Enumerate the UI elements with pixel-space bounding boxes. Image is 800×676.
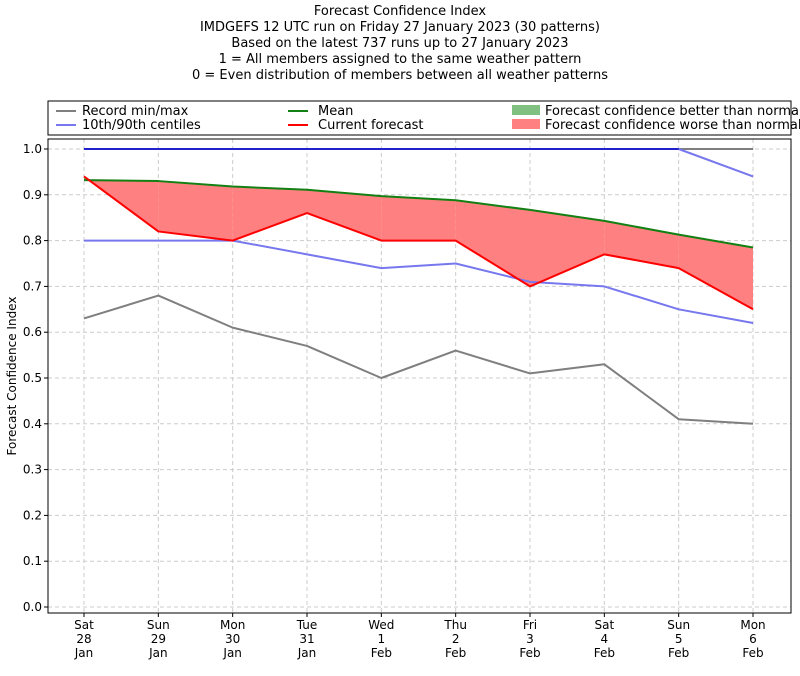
confidence-fill-segment <box>678 234 753 310</box>
record-min-line <box>83 294 754 425</box>
x-tick-label: Thu 2 Feb <box>443 618 467 660</box>
confidence-fill-segment <box>307 189 382 241</box>
y-axis-label: Forecast Confidence Index <box>5 297 19 456</box>
y-tick-label: 0.8 <box>23 234 42 248</box>
legend-frame <box>47 100 792 136</box>
legend-worse-swatch <box>512 119 540 129</box>
y-tick-label: 0.6 <box>23 325 42 339</box>
y-tick-label: 0.7 <box>23 279 42 293</box>
chart-subtitle-scale-min: 0 = Even distribution of members between… <box>191 68 609 83</box>
chart-subtitle-scale-max: 1 = All members assigned to the same wea… <box>218 52 582 67</box>
legend-centiles-label: 10th/90th centiles <box>82 118 201 133</box>
confidence-fill-segment <box>604 220 679 269</box>
x-tick-label: Sat 4 Feb <box>594 618 615 660</box>
x-tick-label-line: Feb <box>519 646 540 660</box>
chart-title-block: Forecast Confidence Index IMDGEFS 12 UTC… <box>0 4 800 84</box>
y-axis-ticks: 0.0 0.1 0.2 0.3 0.4 0.5 0.6 0.7 0.8 0.9 1.0 <box>23 142 48 614</box>
legend-better-label: Forecast confidence better than normal <box>545 104 800 119</box>
x-tick-label: Mon 30 Jan <box>220 618 245 660</box>
y-tick-label: 0.0 <box>23 600 42 614</box>
x-tick-label-line: Feb <box>594 646 615 660</box>
plot-frame <box>47 138 792 614</box>
chart-subtitle-basis: Based on the latest 737 runs up to 27 Ja… <box>231 36 569 51</box>
x-tick-label: Fri 3 Feb <box>519 618 540 660</box>
x-tick-label-line: 29 <box>151 632 166 646</box>
confidence-fill-segment <box>158 181 233 241</box>
y-tick-label: 0.9 <box>23 188 42 202</box>
x-tick-label-line: Jan <box>297 646 317 660</box>
x-tick-label-line: Sun <box>147 618 170 632</box>
confidence-fill <box>84 176 753 310</box>
y-tick-label: 0.1 <box>23 554 42 568</box>
x-tick-label: Sun 5 Feb <box>667 618 690 660</box>
y-tick-label: 0.4 <box>23 417 42 431</box>
x-tick-label-line: Mon <box>220 618 245 632</box>
confidence-fill-segment <box>232 186 307 241</box>
y-tick-label: 1.0 <box>23 142 42 156</box>
x-tick-label-line: 4 <box>601 632 609 646</box>
x-tick-label-line: Feb <box>371 646 392 660</box>
x-tick-label-line: Feb <box>668 646 689 660</box>
y-tick-label: 0.3 <box>23 463 42 477</box>
x-tick-label: Tue 31 Jan <box>296 618 318 660</box>
x-tick-label-line: Fri <box>523 618 537 632</box>
legend-record-label: Record min/max <box>82 104 189 119</box>
confidence-fill-segment <box>455 200 530 287</box>
x-tick-label-line: Tue <box>296 618 318 632</box>
x-tick-label-line: Sat <box>594 618 614 632</box>
x-tick-label-line: 2 <box>452 632 460 646</box>
confidence-fill-segment <box>381 196 456 241</box>
series-lines <box>83 148 754 425</box>
x-tick-label-line: Wed <box>368 618 394 632</box>
legend-worse-label: Forecast confidence worse than normal <box>545 118 800 133</box>
x-tick-label-line: Sat <box>74 618 94 632</box>
x-tick-label-line: 1 <box>378 632 386 646</box>
x-tick-label: Sat 28 Jan <box>74 618 94 660</box>
current-forecast-line <box>83 175 754 311</box>
x-tick-label: Wed 1 Feb <box>368 618 394 660</box>
x-tick-label-line: Jan <box>222 646 242 660</box>
centile-90th-line <box>84 148 754 178</box>
x-tick-label-line: Feb <box>742 646 763 660</box>
y-tick-label: 0.5 <box>23 371 42 385</box>
centile-10th-line <box>84 239 754 325</box>
x-tick-label-line: 5 <box>675 632 683 646</box>
x-tick-label-line: 3 <box>526 632 534 646</box>
y-tick-label: 0.2 <box>23 508 42 522</box>
chart-title: Forecast Confidence Index <box>313 4 487 19</box>
x-tick-label: Sun 29 Jan <box>147 618 170 660</box>
x-tick-label-line: Jan <box>148 646 168 660</box>
x-tick-label: Mon 6 Feb <box>740 618 765 660</box>
x-tick-label-line: 30 <box>225 632 240 646</box>
mean-line <box>83 179 754 249</box>
x-tick-label-line: Mon <box>740 618 765 632</box>
x-tick-label-line: 28 <box>76 632 91 646</box>
legend-current-label: Current forecast <box>318 118 424 133</box>
grid <box>48 139 791 613</box>
legend-better-swatch <box>512 105 540 115</box>
x-tick-label-line: 31 <box>299 632 314 646</box>
x-tick-label-line: Thu <box>443 618 467 632</box>
x-tick-label-line: Feb <box>445 646 466 660</box>
legend: Record min/max 10th/90th centiles Mean C… <box>47 100 800 136</box>
x-tick-label-line: Jan <box>74 646 94 660</box>
confidence-fill-segment <box>530 209 605 287</box>
x-tick-label-line: 6 <box>749 632 757 646</box>
x-tick-label-line: Sun <box>667 618 690 632</box>
legend-mean-label: Mean <box>318 104 353 119</box>
chart-subtitle-run: IMDGEFS 12 UTC run on Friday 27 January … <box>199 20 601 35</box>
